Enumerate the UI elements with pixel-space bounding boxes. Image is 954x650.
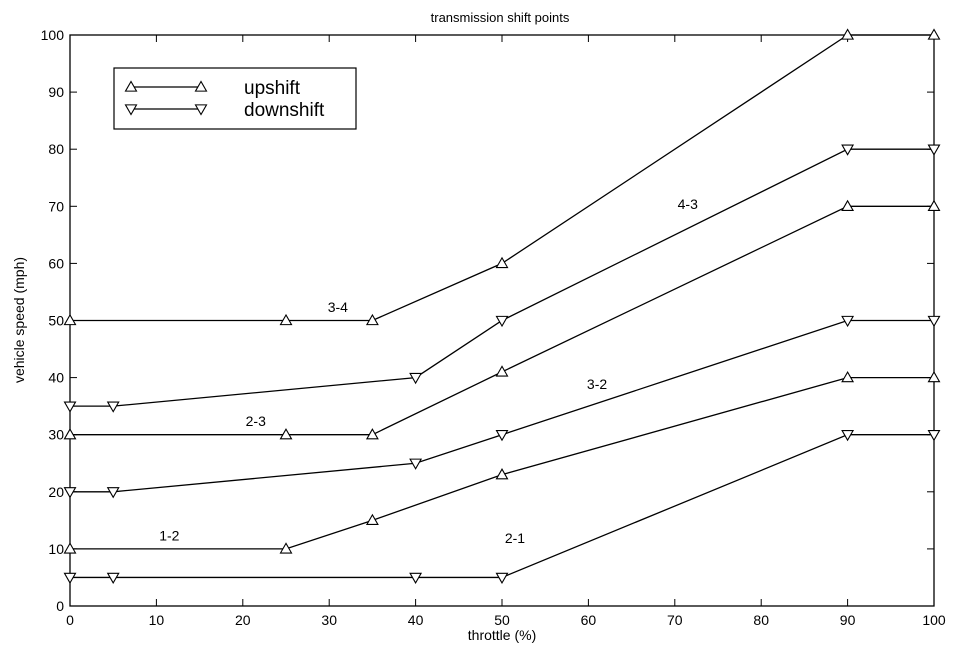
data-point	[495, 468, 509, 480]
data-point	[63, 313, 77, 326]
y-tick-label: 30	[48, 427, 64, 443]
y-tick-label: 20	[48, 484, 64, 500]
x-tick-label: 20	[235, 612, 251, 628]
legend-marker	[194, 104, 208, 116]
x-tick-label: 30	[321, 612, 337, 628]
data-point	[927, 199, 941, 211]
data-point	[495, 365, 509, 377]
data-point	[409, 572, 423, 585]
y-axis-label: vehicle speed (mph)	[11, 257, 27, 383]
series-line	[70, 434, 934, 579]
series-1	[63, 370, 941, 554]
y-tick-label: 0	[56, 598, 64, 614]
data-point	[841, 28, 855, 40]
x-tick-label: 80	[753, 612, 769, 628]
legend-marker	[124, 104, 138, 116]
shift-annotation: 1-2	[159, 527, 179, 543]
y-tick-label: 70	[48, 198, 64, 214]
data-point	[63, 401, 77, 413]
data-point	[841, 370, 855, 383]
data-point	[495, 315, 509, 328]
data-point	[927, 370, 941, 383]
data-point	[927, 28, 941, 40]
data-point	[106, 572, 120, 585]
y-tick-label: 80	[48, 141, 64, 157]
data-point	[927, 430, 941, 442]
series-line	[70, 376, 934, 550]
series-4	[63, 430, 941, 585]
annotations-layer: 1-2 2-3 3-4 2-1 3-2 4-3	[159, 196, 698, 546]
series-line	[70, 319, 934, 493]
shift-annotation: 2-1	[505, 530, 525, 546]
legend-label: downshift	[244, 100, 325, 121]
series-5	[63, 315, 941, 499]
data-point	[927, 315, 941, 328]
legend-entry: downshift	[124, 100, 325, 121]
data-point	[63, 572, 77, 585]
data-point	[365, 513, 379, 526]
y-tick-label: 50	[48, 313, 64, 329]
data-point	[279, 542, 293, 554]
legend-entry: upshift	[124, 78, 301, 99]
y-tick-label: 90	[48, 84, 64, 100]
shift-annotation: 2-3	[246, 413, 266, 429]
data-point	[63, 487, 77, 499]
x-tick-label: 60	[581, 612, 597, 628]
data-point	[365, 313, 379, 326]
y-tick-label: 40	[48, 370, 64, 386]
data-point	[279, 313, 293, 326]
data-point	[495, 572, 509, 585]
series-6	[63, 144, 941, 413]
x-tick-label: 40	[408, 612, 424, 628]
ticks-layer: 0 10 20 30 40 50 60 70 80 90 100 0 10 20 30 40 50 60 70 80 9…	[41, 27, 946, 628]
data-point	[63, 542, 77, 554]
y-tick-label: 10	[48, 541, 64, 557]
legend-box	[113, 67, 357, 130]
data-point	[841, 315, 855, 328]
data-point	[279, 428, 293, 440]
chart-title: transmission shift points	[431, 10, 570, 25]
y-tick-label: 100	[41, 27, 65, 43]
series-2	[63, 199, 941, 440]
shift-annotation: 3-4	[328, 299, 348, 315]
series-line	[70, 148, 934, 407]
series-layer	[63, 28, 941, 585]
data-point	[841, 199, 855, 211]
legend-marker	[124, 80, 138, 92]
x-tick-label: 0	[66, 612, 74, 628]
data-point	[63, 428, 77, 440]
shift-annotation: 4-3	[678, 196, 698, 212]
legend-label: upshift	[244, 78, 301, 99]
x-tick-label: 100	[922, 612, 946, 628]
data-point	[409, 458, 423, 470]
data-point	[495, 430, 509, 442]
x-tick-label: 90	[840, 612, 856, 628]
data-point	[106, 487, 120, 499]
x-tick-label: 50	[494, 612, 510, 628]
data-point	[841, 144, 855, 156]
shift-annotation: 3-2	[587, 376, 607, 392]
data-point	[365, 428, 379, 440]
y-tick-label: 60	[48, 255, 64, 271]
legend-marker	[194, 80, 208, 92]
data-point	[106, 401, 120, 413]
x-tick-label: 10	[149, 612, 165, 628]
series-3	[63, 28, 941, 326]
x-axis-label: throttle (%)	[468, 627, 536, 643]
data-point	[841, 430, 855, 442]
series-line	[70, 34, 934, 322]
series-line	[70, 205, 934, 436]
data-point	[409, 372, 423, 385]
data-point	[495, 256, 509, 269]
data-point	[927, 144, 941, 156]
x-tick-label: 70	[667, 612, 683, 628]
